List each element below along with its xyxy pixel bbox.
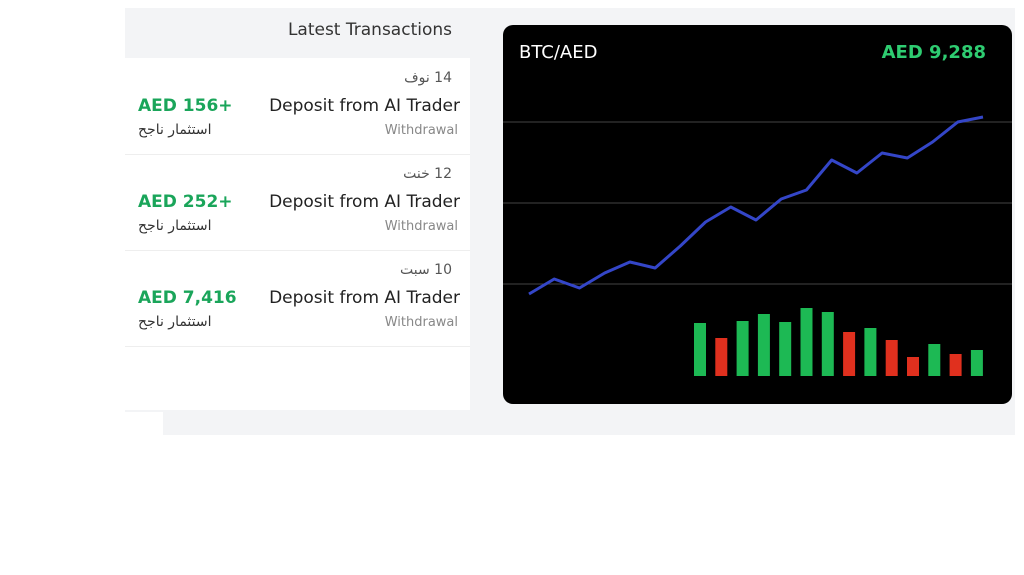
volume-bar: [907, 357, 919, 376]
transaction-row: 10 سبت Deposit from AI Trader Withdrawal AE…: [125, 250, 470, 347]
transaction-title: Deposit from AI Trader: [269, 96, 460, 116]
transaction-title: Deposit from AI Trader: [269, 192, 460, 212]
volume-bar: [928, 344, 941, 376]
volume-bar: [885, 340, 898, 376]
transaction-date: 14 نوف: [404, 70, 452, 86]
panel-title: Latest Transactions: [287, 20, 452, 40]
transaction-amount: AED 7,416: [138, 288, 237, 308]
transaction-amount: AED 156+: [138, 96, 233, 116]
volume-bar: [821, 312, 834, 376]
volume-bar: [779, 322, 792, 376]
transaction-title: Deposit from AI Trader: [269, 288, 460, 308]
volume-bar: [736, 321, 749, 376]
volume-bar: [864, 328, 877, 376]
transaction-date: 12 خنت: [403, 166, 452, 182]
volume-bar: [970, 350, 983, 376]
price-line: [528, 115, 984, 296]
volume-bar: [843, 332, 856, 376]
transaction-amount: AED 252+: [138, 192, 233, 212]
transaction-type: Withdrawal: [384, 219, 458, 234]
transaction-status: استثمار ناجح: [138, 314, 212, 330]
transaction-type: Withdrawal: [384, 123, 458, 138]
volume-bar: [715, 338, 728, 376]
volume-bar: [949, 354, 962, 376]
price: AED 9,288: [882, 42, 986, 63]
volume-bar: [694, 323, 706, 376]
transaction-status: استثمار ناجح: [138, 122, 212, 138]
volume-bar: [757, 314, 770, 376]
footer-strip: [163, 410, 1015, 435]
transaction-date: 10 سبت: [400, 262, 452, 278]
transaction-status: استثمار ناجح: [138, 218, 212, 234]
volume-bar: [800, 308, 813, 376]
chart-title: BTC/AED: [519, 42, 597, 63]
transaction-type: Withdrawal: [384, 315, 458, 330]
transactions-panel: [125, 58, 470, 410]
chart-card: [503, 25, 1012, 404]
transaction-row: 12 خنت Deposit from AI Trader Withdrawal AE…: [125, 154, 470, 251]
transaction-row: 14 نوف Deposit from AI Trader Withdrawal AE…: [125, 58, 470, 155]
